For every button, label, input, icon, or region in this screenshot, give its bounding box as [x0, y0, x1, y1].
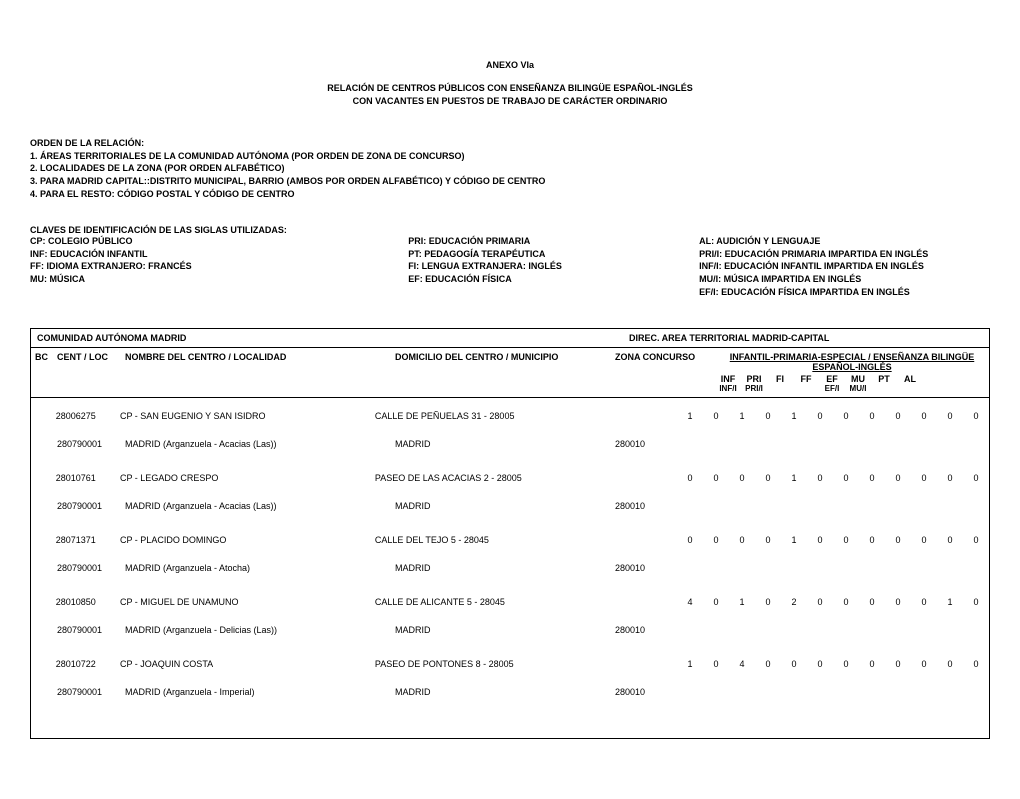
table-row: 28071371CP - PLACIDO DOMINGOCALLE DEL TE… — [31, 532, 989, 576]
orden-section: ORDEN DE LA RELACIÓN: 1. ÁREAS TERRITORI… — [30, 137, 990, 200]
table-header-cols: BC CENT / LOC NOMBRE DEL CENTRO / LOCALI… — [31, 348, 989, 398]
table-row: 28006275CP - SAN EUGENIO Y SAN ISIDROCAL… — [31, 408, 989, 452]
table-body: 28006275CP - SAN EUGENIO Y SAN ISIDROCAL… — [31, 398, 989, 738]
table-row: 28010850CP - MIGUEL DE UNAMUNOCALLE DE A… — [31, 594, 989, 638]
doc-subtitle: RELACIÓN DE CENTROS PÚBLICOS CON ENSEÑAN… — [30, 82, 990, 107]
table-row: 28010761CP - LEGADO CRESPOPASEO DE LAS A… — [31, 470, 989, 514]
legend-section: CLAVES DE IDENTIFICACIÓN DE LAS SIGLAS U… — [30, 225, 990, 298]
legend-col-3: AL: AUDICIÓN Y LENGUAJE PRI/I: EDUCACIÓN… — [699, 235, 990, 298]
doc-title: ANEXO VIa — [30, 60, 990, 70]
legend-col-1: CP: COLEGIO PÚBLICO INF: EDUCACIÓN INFAN… — [30, 235, 408, 298]
data-table: COMUNIDAD AUTÓNOMA MADRID DIREC. AREA TE… — [30, 328, 990, 739]
table-row: 28010722CP - JOAQUIN COSTAPASEO DE PONTO… — [31, 656, 989, 700]
table-header-org: COMUNIDAD AUTÓNOMA MADRID DIREC. AREA TE… — [31, 329, 989, 348]
legend-col-2: PRI: EDUCACIÓN PRIMARIA PT: PEDAGOGÍA TE… — [408, 235, 699, 298]
